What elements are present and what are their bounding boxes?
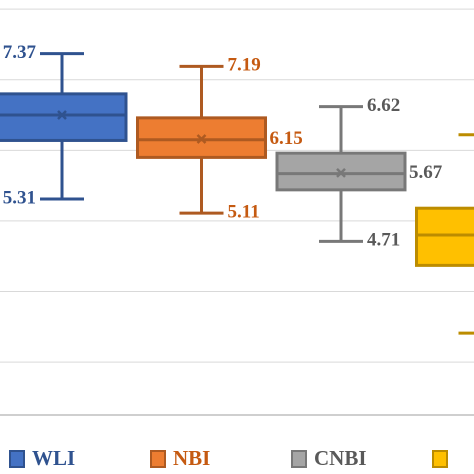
legend-label: NBI [173, 446, 210, 470]
value-label: 5.31 [3, 187, 36, 208]
value-label: 6.15 [270, 128, 303, 149]
value-label: 7.19 [228, 55, 261, 76]
legend-swatch [9, 450, 25, 468]
mean-marker [336, 168, 346, 178]
mean-marker [57, 110, 67, 120]
value-label: 7.37 [3, 42, 37, 63]
value-label: 4.71 [367, 230, 400, 251]
legend-label: CNBI [314, 446, 367, 470]
value-label: 6.62 [367, 95, 400, 116]
box [415, 206, 474, 267]
legend-label: WLI [32, 446, 75, 470]
value-label: 5.67 [409, 162, 443, 183]
legend-swatch [150, 450, 166, 468]
legend-swatch [432, 450, 448, 468]
legend-swatch [291, 450, 307, 468]
mean-marker [196, 134, 207, 144]
value-label: 5.11 [228, 202, 260, 223]
